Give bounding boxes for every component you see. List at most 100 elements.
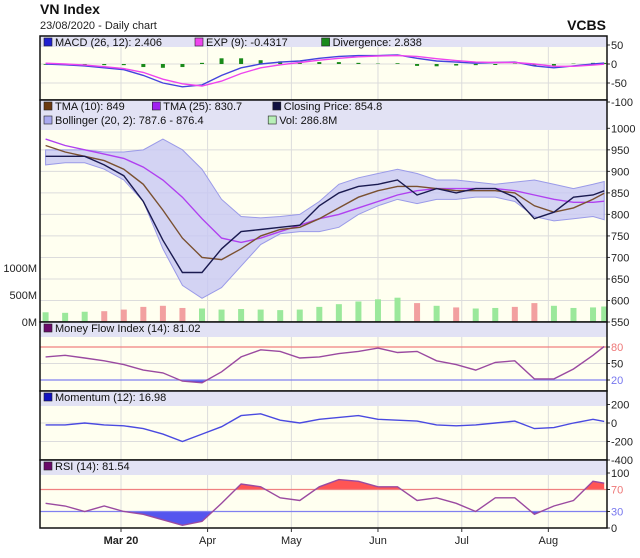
y-tick-label: 850 xyxy=(611,188,629,200)
y-tick-label: 800 xyxy=(611,209,629,221)
x-tick-label: Aug xyxy=(539,535,559,547)
divergence-bar xyxy=(435,64,439,66)
volume-bar xyxy=(570,308,576,322)
x-tick-label: Jun xyxy=(369,535,387,547)
divergence-bar xyxy=(122,64,126,65)
volume-bar xyxy=(219,310,225,322)
volume-bar xyxy=(258,310,264,322)
y-tick-label: -200 xyxy=(611,437,633,449)
volume-bar xyxy=(434,306,440,322)
volume-bar xyxy=(473,309,479,323)
volume-bar xyxy=(512,307,518,322)
legend-label: TMA (10): 849 xyxy=(55,101,125,113)
y-tick-label: 30 xyxy=(611,507,623,519)
volume-bar xyxy=(336,304,342,322)
legend-label: Divergence: 2.838 xyxy=(333,37,422,49)
y-tick-label: 100 xyxy=(611,468,629,480)
y-tick-label: 0 xyxy=(611,418,617,430)
volume-bar xyxy=(355,301,361,322)
volume-bar xyxy=(140,307,146,322)
volume-tick-label: 0M xyxy=(22,317,37,329)
divergence-bar xyxy=(200,63,204,64)
volume-bar xyxy=(551,306,557,322)
legend-label: MACD (26, 12): 2.406 xyxy=(55,37,162,49)
volume-bar xyxy=(121,310,127,322)
y-tick-label: 900 xyxy=(611,166,629,178)
brand-label: VCBS xyxy=(567,17,606,33)
legend-label: Bollinger (20, 2): 787.6 - 876.4 xyxy=(55,115,204,127)
legend-swatch xyxy=(322,38,330,46)
volume-bar xyxy=(492,308,498,322)
y-tick-label: 0 xyxy=(611,59,617,71)
divergence-bar xyxy=(396,63,400,64)
volume-bar xyxy=(395,298,401,322)
legend-swatch xyxy=(44,324,52,332)
legend-swatch xyxy=(44,102,52,110)
chart-subtitle: 23/08/2020 - Daily chart xyxy=(40,20,157,32)
volume-bar xyxy=(199,309,205,323)
legend-label: EXP (9): -0.4317 xyxy=(206,37,288,49)
panel-mfi: 80 50 20 Money Flow Index (14): 81.02 xyxy=(40,322,623,391)
divergence-bar xyxy=(454,64,458,66)
divergence-bar xyxy=(141,64,145,67)
y-tick-label: -100 xyxy=(611,97,633,109)
legend-label: Momentum (12): 16.98 xyxy=(55,392,166,404)
volume-bar xyxy=(531,303,537,322)
volume-bar xyxy=(160,306,166,322)
legend-label: TMA (25): 830.7 xyxy=(163,101,242,113)
volume-tick-label: 500M xyxy=(9,290,37,302)
legend-swatch xyxy=(44,393,52,401)
divergence-bar xyxy=(161,64,165,68)
y-tick-label: -400 xyxy=(611,455,633,467)
divergence-bar xyxy=(180,64,184,67)
y-tick-label: 20 xyxy=(611,375,623,387)
legend-swatch xyxy=(273,102,281,110)
legend-swatch xyxy=(44,38,52,46)
divergence-bar xyxy=(337,62,341,64)
volume-bar xyxy=(277,310,283,322)
volume-bar xyxy=(297,310,303,322)
divergence-bar xyxy=(220,58,224,64)
divergence-bar xyxy=(102,64,106,65)
volume-bar xyxy=(101,311,107,322)
legend-swatch xyxy=(44,116,52,124)
y-tick-label: 80 xyxy=(611,342,623,354)
volume-bar xyxy=(82,312,88,322)
y-tick-label: 50 xyxy=(611,359,623,371)
volume-tick-label: 1000M xyxy=(3,263,37,275)
volume-bar xyxy=(590,307,596,322)
y-tick-label: 650 xyxy=(611,274,629,286)
y-tick-label: 550 xyxy=(611,317,629,329)
x-tick-label: Mar 20 xyxy=(104,535,139,547)
divergence-bar xyxy=(552,64,556,66)
volume-bar xyxy=(62,313,68,322)
divergence-bar xyxy=(317,62,321,64)
legend-swatch xyxy=(195,38,203,46)
legend-label: Money Flow Index (14): 81.02 xyxy=(55,323,201,335)
y-tick-label: 700 xyxy=(611,252,629,264)
legend-label: Vol: 286.8M xyxy=(279,115,337,127)
volume-bar xyxy=(375,299,381,322)
x-tick-label: May xyxy=(281,535,302,547)
volume-bar xyxy=(414,303,420,322)
volume-bar xyxy=(453,307,459,322)
panel-momentum: 200 0 -200 -400 Momentum (12): 16.98 xyxy=(40,391,633,467)
legend-swatch xyxy=(152,102,160,110)
x-tick-label: Jul xyxy=(455,535,469,547)
volume-bar xyxy=(316,307,322,322)
legend-swatch xyxy=(44,462,52,470)
x-tick-label: Apr xyxy=(199,535,216,547)
y-tick-label: 1000 xyxy=(611,123,635,135)
y-tick-label: 200 xyxy=(611,400,629,412)
y-tick-label: 950 xyxy=(611,145,629,157)
volume-bar xyxy=(238,309,244,322)
y-tick-label: 50 xyxy=(611,40,623,52)
legend-swatch xyxy=(268,116,276,124)
divergence-bar xyxy=(239,58,243,64)
y-tick-label: 0 xyxy=(611,523,617,535)
divergence-bar xyxy=(493,64,497,65)
